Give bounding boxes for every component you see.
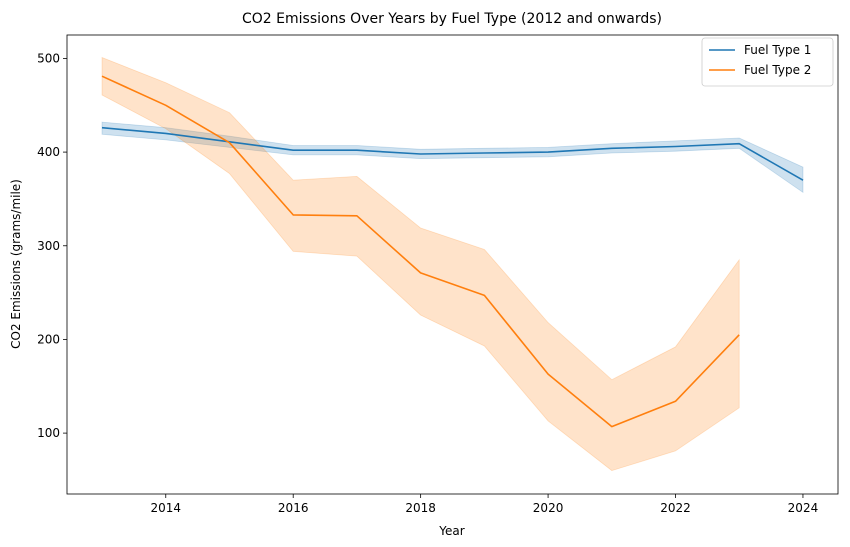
series-lines xyxy=(101,75,804,428)
x-tick-label: 2022 xyxy=(660,501,691,515)
chart-title: CO2 Emissions Over Years by Fuel Type (2… xyxy=(242,11,662,27)
series-line-1 xyxy=(101,126,804,181)
y-axis-ticks: 100 200 300 400 500 xyxy=(37,51,67,440)
confidence-bands xyxy=(101,56,804,472)
confidence-band-series-1 xyxy=(101,121,804,194)
y-tick-label: 400 xyxy=(37,145,60,159)
x-tick-label: 2016 xyxy=(278,501,309,515)
x-tick-label: 2018 xyxy=(405,501,436,515)
y-axis-title: CO2 Emissions (grams/mile) xyxy=(9,179,23,349)
plot-frame xyxy=(66,34,839,495)
x-tick-label: 2014 xyxy=(150,501,181,515)
y-tick-label: 300 xyxy=(37,239,60,253)
confidence-band-series-2 xyxy=(101,56,740,472)
y-tick-label: 100 xyxy=(37,426,60,440)
x-axis-title: Year xyxy=(438,524,464,538)
series-line-2 xyxy=(101,75,740,428)
legend-label-series-1: Fuel Type 1 xyxy=(744,43,811,57)
x-tick-label: 2020 xyxy=(533,501,564,515)
legend-label-series-2: Fuel Type 2 xyxy=(744,63,811,77)
y-tick-label: 200 xyxy=(37,332,60,346)
legend: Fuel Type 1 Fuel Type 2 xyxy=(701,37,834,87)
x-axis-ticks: 2014 2016 2018 2020 2022 2024 xyxy=(150,494,818,515)
y-tick-label: 500 xyxy=(37,51,60,65)
x-tick-label: 2024 xyxy=(788,501,819,515)
